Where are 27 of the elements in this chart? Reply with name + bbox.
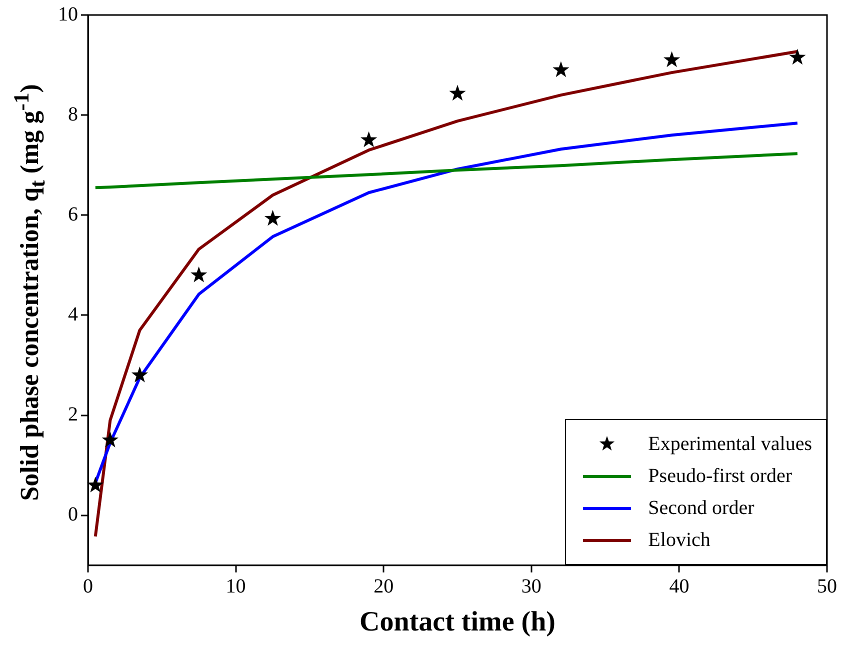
point — [190, 266, 208, 282]
point — [360, 131, 378, 148]
y-tick-label: 8 — [68, 103, 78, 126]
x-tick-label: 50 — [817, 576, 837, 598]
y-tick-label: 6 — [68, 203, 78, 226]
point — [131, 366, 148, 382]
point — [552, 61, 570, 78]
point — [449, 84, 466, 101]
legend-label: Pseudo-first order — [648, 464, 792, 488]
y-tick-label: 10 — [58, 3, 78, 26]
x-tick-label: 40 — [669, 576, 690, 598]
y-tick-label: 4 — [68, 303, 78, 326]
x-tick-label: 20 — [374, 576, 394, 598]
legend-label: Elovich — [648, 528, 710, 552]
point — [102, 432, 118, 448]
y-tick-label: 2 — [68, 404, 78, 426]
x-tick-label: 10 — [226, 576, 246, 598]
point — [87, 476, 104, 492]
legend-label: Second order — [648, 496, 754, 520]
x-axis-title: Contact time (h) — [360, 606, 556, 638]
point — [789, 48, 806, 65]
x-tick-label: 30 — [521, 576, 542, 598]
x-tick-label: 0 — [83, 576, 93, 598]
point — [663, 51, 680, 68]
y-tick-label: 0 — [68, 504, 78, 526]
point — [264, 210, 282, 226]
legend-label: Experimental values — [648, 432, 812, 456]
